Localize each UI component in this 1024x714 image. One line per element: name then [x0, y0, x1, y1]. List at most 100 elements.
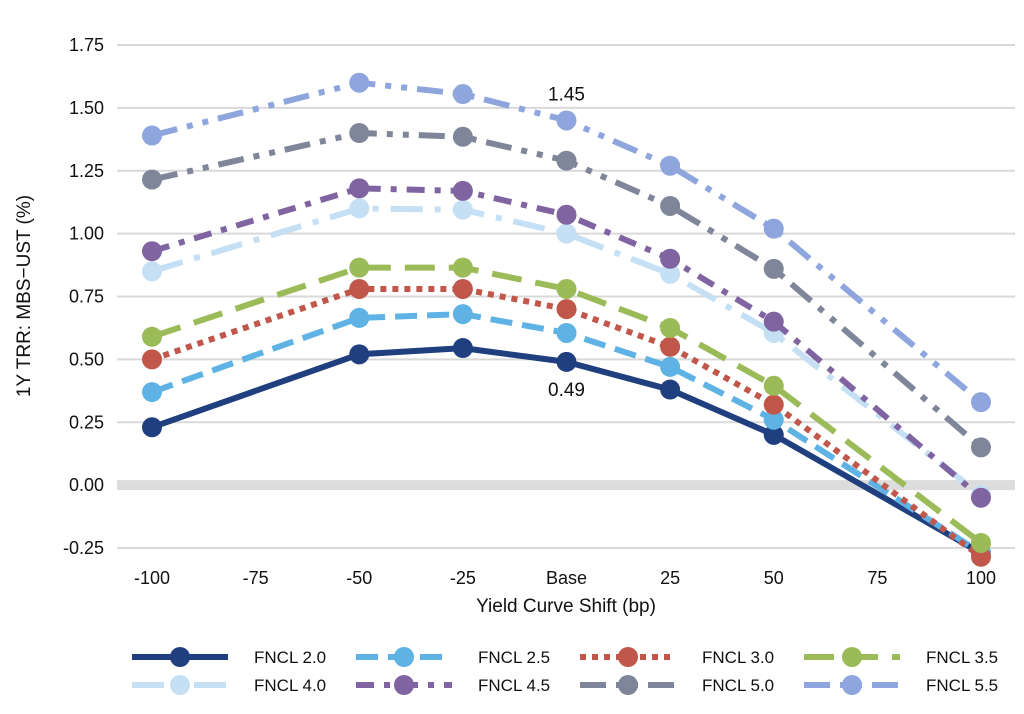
data-point	[349, 344, 370, 365]
x-axis-ticks: -100 -75 -50 -25 Base 25 50 75 100	[134, 568, 996, 588]
data-point	[971, 487, 991, 508]
legend-swatch-marker	[170, 647, 190, 667]
x-tick-label: -25	[450, 568, 476, 588]
data-point	[660, 195, 681, 216]
data-point	[452, 338, 473, 359]
legend: FNCL 2.0 FNCL 2.5 FNCL 3.0 FNCL 3.5 FNCL 4.0…	[132, 647, 998, 695]
x-axis-title: Yield Curve Shift (bp)	[476, 596, 656, 617]
x-tick-label: 75	[867, 568, 887, 588]
y-tick-label: 0.25	[69, 412, 104, 432]
data-point	[349, 178, 370, 199]
data-point	[142, 125, 162, 146]
y-tick-label: 0.75	[69, 287, 104, 307]
data-point	[452, 180, 473, 201]
data-point	[660, 317, 681, 338]
legend-swatch-marker	[170, 675, 190, 695]
series-fncl-5-5	[142, 72, 991, 413]
legend-item-fncl-5-5: FNCL 5.5	[804, 675, 998, 695]
data-point	[452, 257, 473, 278]
annotations: 1.45 0.49	[548, 84, 585, 400]
data-point	[763, 394, 784, 415]
legend-label: FNCL 5.5	[926, 676, 998, 695]
data-point	[142, 241, 162, 262]
data-point	[452, 304, 473, 325]
data-point	[349, 198, 370, 219]
data-label: 1.45	[548, 84, 585, 105]
data-point	[556, 278, 577, 299]
data-point	[142, 382, 162, 403]
data-point	[142, 326, 162, 347]
data-point	[763, 409, 784, 430]
data-point	[349, 123, 370, 144]
legend-swatch-marker	[618, 675, 638, 695]
data-point	[349, 278, 370, 299]
series-lines	[142, 72, 991, 567]
data-point	[763, 218, 784, 239]
legend-swatch-marker	[618, 647, 638, 667]
data-point	[763, 258, 784, 279]
data-point	[660, 155, 681, 176]
data-point	[971, 546, 991, 567]
series-fncl-3-5	[142, 257, 991, 553]
data-point	[660, 379, 681, 400]
data-point	[349, 257, 370, 278]
y-axis-ticks: -0.25 0.00 0.25 0.50 0.75 1.00 1.25 1.50 1.75	[63, 35, 104, 558]
data-point	[452, 199, 473, 220]
legend-item-fncl-3-0: FNCL 3.0	[580, 647, 774, 667]
x-tick-label: 100	[966, 568, 996, 588]
legend-swatch-marker	[394, 675, 414, 695]
data-point	[556, 299, 577, 320]
x-tick-label: Base	[546, 568, 587, 588]
legend-label: FNCL 4.5	[478, 676, 550, 695]
data-point	[556, 150, 577, 171]
y-tick-label: 0.50	[69, 349, 104, 369]
series-fncl-2-0	[142, 338, 991, 564]
y-tick-label: 1.00	[69, 224, 104, 244]
series-fncl-4-0	[142, 198, 991, 506]
data-point	[971, 532, 991, 553]
data-point	[142, 261, 162, 282]
data-label: 0.49	[548, 380, 585, 401]
y-tick-label: 0.00	[69, 475, 104, 495]
legend-swatch-marker	[842, 647, 862, 667]
data-point	[452, 278, 473, 299]
data-point	[763, 311, 784, 332]
legend-label: FNCL 3.0	[702, 648, 774, 667]
data-point	[971, 392, 991, 413]
data-point	[763, 375, 784, 396]
data-point	[660, 356, 681, 377]
data-point	[556, 204, 577, 225]
series-fncl-3-0	[142, 278, 991, 567]
x-tick-label: 25	[660, 568, 680, 588]
data-point	[660, 248, 681, 269]
legend-item-fncl-3-5: FNCL 3.5	[804, 647, 998, 667]
data-point	[349, 72, 370, 93]
legend-label: FNCL 3.5	[926, 648, 998, 667]
data-point	[142, 349, 162, 370]
data-point	[660, 263, 681, 284]
y-tick-label: 1.75	[69, 35, 104, 55]
legend-item-fncl-2-5: FNCL 2.5	[356, 647, 550, 667]
data-point	[556, 223, 577, 244]
x-tick-label: -100	[134, 568, 170, 588]
data-point	[349, 307, 370, 328]
y-tick-label: 1.25	[69, 161, 104, 181]
x-tick-label: -50	[346, 568, 372, 588]
data-point	[763, 424, 784, 445]
data-point	[660, 336, 681, 357]
legend-item-fncl-5-0: FNCL 5.0	[580, 675, 774, 695]
y-axis-title: 1Y TRR: MBS−UST (%)	[14, 195, 35, 397]
data-point	[142, 169, 162, 190]
legend-item-fncl-4-0: FNCL 4.0	[132, 675, 326, 695]
legend-label: FNCL 2.5	[478, 648, 550, 667]
data-point	[556, 351, 577, 372]
x-tick-label: -75	[243, 568, 269, 588]
legend-swatch-marker	[394, 647, 414, 667]
legend-swatch-marker	[842, 675, 862, 695]
legend-item-fncl-2-0: FNCL 2.0	[132, 647, 326, 667]
y-tick-label: -0.25	[63, 538, 104, 558]
series-line	[150, 311, 983, 556]
x-tick-label: 50	[764, 568, 784, 588]
data-point	[452, 126, 473, 147]
